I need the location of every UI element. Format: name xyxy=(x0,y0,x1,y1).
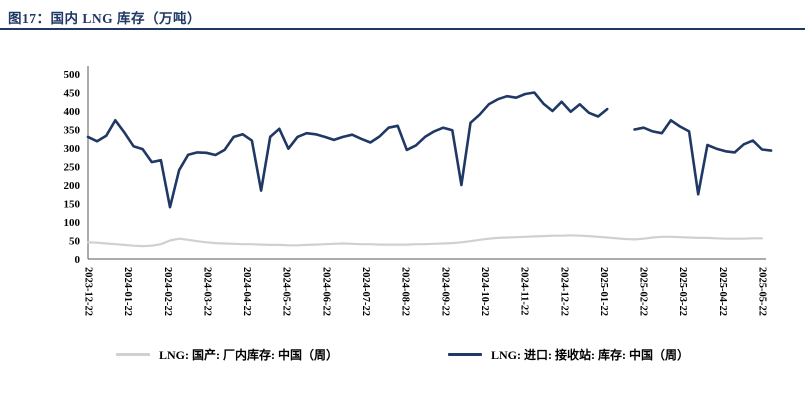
svg-text:2025-04-22: 2025-04-22 xyxy=(717,267,728,316)
svg-text:2024-09-22: 2024-09-22 xyxy=(439,267,450,316)
svg-text:2024-01-22: 2024-01-22 xyxy=(122,267,133,316)
svg-text:2025-01-22: 2025-01-22 xyxy=(598,267,609,316)
svg-text:2024-05-22: 2024-05-22 xyxy=(281,267,292,316)
svg-text:2024-06-22: 2024-06-22 xyxy=(320,267,331,316)
svg-text:50: 50 xyxy=(69,236,81,248)
figure-header: 图17：国内 LNG 库存（万吨） xyxy=(0,0,805,30)
legend-item-domestic: LNG: 国产: 厂内库存: 中国（周） xyxy=(116,346,338,363)
import-line-swatch xyxy=(448,353,482,356)
svg-text:200: 200 xyxy=(64,180,81,192)
chart-area: 0 50 100 150 200 250 300 350 400 450 500 2023-12-22… xyxy=(0,32,805,342)
chart-legend: LNG: 国产: 厂内库存: 中国（周） LNG: 进口: 接收站: 库存: 中… xyxy=(0,346,805,363)
svg-text:2024-12-22: 2024-12-22 xyxy=(558,267,569,316)
svg-text:2025-05-22: 2025-05-22 xyxy=(757,267,768,316)
domestic-line-swatch xyxy=(116,353,150,356)
svg-text:2024-03-22: 2024-03-22 xyxy=(201,267,212,316)
svg-text:2024-11-22: 2024-11-22 xyxy=(519,267,530,315)
svg-text:2025-02-22: 2025-02-22 xyxy=(638,267,649,316)
svg-text:2024-08-22: 2024-08-22 xyxy=(400,267,411,316)
svg-text:2024-02-22: 2024-02-22 xyxy=(162,267,173,316)
legend-label-import: LNG: 进口: 接收站: 库存: 中国（周） xyxy=(491,348,689,362)
svg-text:450: 450 xyxy=(64,88,81,100)
svg-text:2024-07-22: 2024-07-22 xyxy=(360,267,371,316)
svg-text:250: 250 xyxy=(64,162,81,174)
svg-text:0: 0 xyxy=(75,254,81,266)
lng-chart: 0 50 100 150 200 250 300 350 400 450 500 2023-12-22… xyxy=(64,66,773,316)
legend-label-domestic: LNG: 国产: 厂内库存: 中国（周） xyxy=(159,348,338,362)
svg-text:300: 300 xyxy=(64,143,81,155)
svg-text:400: 400 xyxy=(64,106,81,118)
svg-text:2025-03-22: 2025-03-22 xyxy=(677,267,688,316)
svg-text:2024-10-22: 2024-10-22 xyxy=(479,267,490,316)
svg-text:2024-04-22: 2024-04-22 xyxy=(241,267,252,316)
svg-text:2023-12-22: 2023-12-22 xyxy=(83,267,94,316)
chart-title: 图17：国内 LNG 库存（万吨） xyxy=(8,11,202,26)
svg-text:150: 150 xyxy=(64,199,81,211)
svg-text:500: 500 xyxy=(64,69,81,81)
svg-text:100: 100 xyxy=(64,217,81,229)
svg-text:350: 350 xyxy=(64,125,81,137)
legend-item-import: LNG: 进口: 接收站: 库存: 中国（周） xyxy=(448,346,689,363)
